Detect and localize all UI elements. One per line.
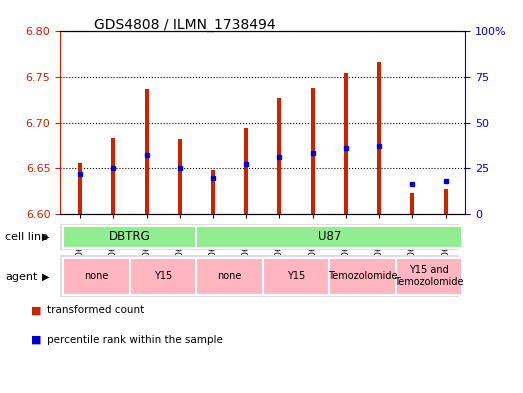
Text: none: none	[85, 271, 109, 281]
Text: percentile rank within the sample: percentile rank within the sample	[47, 335, 223, 345]
Bar	[244, 128, 248, 214]
Text: DBTRG: DBTRG	[109, 230, 151, 243]
Text: agent: agent	[5, 272, 38, 282]
Bar	[211, 170, 215, 214]
Text: ▶: ▶	[42, 272, 50, 282]
Bar	[344, 73, 348, 214]
Text: Y15: Y15	[287, 271, 305, 281]
Bar	[78, 163, 82, 214]
Bar	[329, 257, 396, 295]
Bar	[263, 257, 329, 295]
Text: ■: ■	[31, 305, 42, 316]
Text: GDS4808 / ILMN_1738494: GDS4808 / ILMN_1738494	[94, 18, 276, 32]
Text: Y15: Y15	[154, 271, 172, 281]
Text: U87: U87	[317, 230, 341, 243]
Bar	[311, 88, 315, 214]
Bar	[444, 189, 448, 214]
Bar	[130, 257, 196, 295]
Text: Temozolomide: Temozolomide	[328, 271, 397, 281]
Text: cell line: cell line	[5, 232, 48, 242]
Text: ■: ■	[31, 335, 42, 345]
Bar	[196, 257, 263, 295]
Text: transformed count: transformed count	[47, 305, 144, 316]
Bar	[196, 226, 462, 248]
Bar	[63, 226, 196, 248]
Bar	[144, 89, 149, 214]
Bar	[411, 193, 414, 214]
Bar	[111, 138, 115, 214]
Bar	[63, 257, 130, 295]
Bar	[277, 98, 281, 214]
Text: ▶: ▶	[42, 232, 50, 242]
Text: Y15 and
Temozolomide: Y15 and Temozolomide	[394, 265, 464, 287]
Bar	[178, 139, 182, 214]
Bar	[377, 62, 381, 214]
Bar	[396, 257, 462, 295]
Text: none: none	[218, 271, 242, 281]
